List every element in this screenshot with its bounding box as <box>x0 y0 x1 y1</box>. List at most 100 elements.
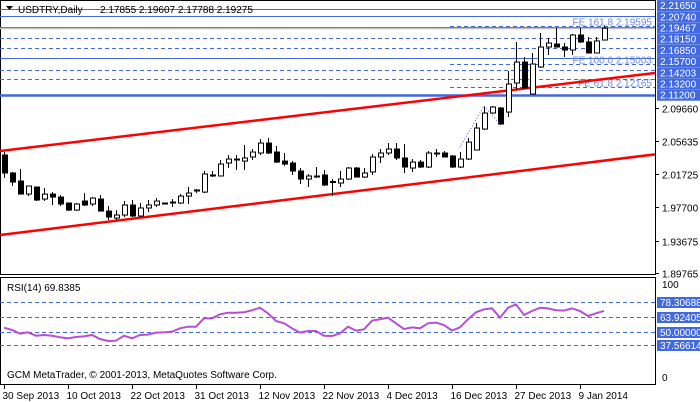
candle <box>274 146 280 164</box>
date-tick-label: 31 Oct 2013 <box>195 391 250 402</box>
level-price-label: 2.14203 <box>660 68 697 79</box>
candle <box>490 105 496 115</box>
date-tick-label: 9 Jan 2014 <box>579 391 629 402</box>
candle-body <box>546 42 552 48</box>
candle-body <box>122 204 128 216</box>
fibo-level-label: FE 100.0 2.15003 <box>572 56 652 67</box>
date-tick-label: 16 Dec 2013 <box>451 391 508 402</box>
candle-body <box>186 192 192 197</box>
candle <box>2 152 8 179</box>
date-tick-label: 27 Dec 2013 <box>515 391 572 402</box>
candle-body <box>538 46 544 68</box>
candle <box>34 186 40 202</box>
candle <box>210 171 216 178</box>
rsi-level-label: 37.56614 <box>660 341 700 352</box>
level-price-label: 2.13200 <box>660 80 697 91</box>
rsi-axis-label: 100 <box>662 280 679 291</box>
candle <box>522 56 528 89</box>
price-tick-label: 1.93675 <box>662 238 699 249</box>
price-channel[interactable] <box>0 71 656 237</box>
rsi-indicator: 78.30688 63.92405 50.00000 37.56614 100 0 <box>0 280 700 384</box>
candle <box>330 179 336 197</box>
rsi-axis-label: 0 <box>662 373 668 384</box>
main-chart-frame <box>0 0 656 275</box>
candle <box>18 169 24 195</box>
level-price-box <box>657 67 700 79</box>
candle-body <box>530 63 536 95</box>
candle <box>450 154 456 169</box>
candle-body <box>362 172 368 178</box>
candle-body <box>58 196 64 205</box>
candle <box>282 153 288 167</box>
candle <box>578 28 584 44</box>
candle <box>98 195 104 212</box>
candle-body <box>394 148 400 159</box>
candle-body <box>402 157 408 168</box>
level-price-box <box>657 78 700 90</box>
candle-body <box>586 41 592 54</box>
candle <box>106 206 112 221</box>
candle <box>266 137 272 155</box>
candle <box>178 194 184 205</box>
rsi-level-box <box>657 327 700 338</box>
candle <box>26 185 32 197</box>
candle-body <box>474 127 480 151</box>
candle <box>426 151 432 169</box>
fibo-level-label: FE 161.8 2.19595 <box>572 18 652 29</box>
candle <box>290 161 296 175</box>
candle <box>378 149 384 164</box>
candle <box>114 210 120 221</box>
price-tick-label: 2.01725 <box>662 171 699 182</box>
candle-body <box>434 152 440 155</box>
candle <box>170 199 176 207</box>
candle <box>498 106 504 125</box>
candle <box>194 189 200 194</box>
rsi-level-box <box>657 340 700 351</box>
fibo-expansion[interactable]: FE 161.8 2.19595 FE 100.0 2.15003 FE 61.8 … <box>450 18 655 90</box>
candle <box>42 188 48 202</box>
candle <box>298 168 304 185</box>
candle <box>202 171 208 194</box>
rsi-panel-frame <box>0 277 656 385</box>
fibo-level-label: FE 61.8 2.12165 <box>578 79 652 90</box>
candle-body <box>258 142 264 154</box>
candle <box>354 167 360 178</box>
price-tick-label: 1.89765 <box>662 270 699 281</box>
candle-body <box>466 141 472 160</box>
candle <box>410 159 416 172</box>
candle-body <box>322 174 328 186</box>
candle <box>338 171 344 188</box>
candle <box>538 33 544 69</box>
date-axis: 30 Sep 2013 10 Oct 2013 22 Oct 2013 31 Oct … <box>3 385 629 402</box>
candle-body <box>138 207 144 217</box>
candle-body <box>66 202 72 211</box>
level-price-box <box>657 33 700 45</box>
candle-body <box>386 148 392 154</box>
candle-body <box>578 34 584 43</box>
candle-body <box>498 107 504 125</box>
candle-body <box>354 167 360 178</box>
candle <box>482 105 488 131</box>
dropdown-triangle-icon[interactable] <box>6 6 13 10</box>
candle <box>130 200 136 218</box>
candle-body <box>130 204 136 217</box>
level-price-box <box>657 56 700 68</box>
candle-body <box>98 198 104 212</box>
level-price-label: 2.11200 <box>660 91 696 102</box>
candle-body <box>42 193 48 200</box>
candle-body <box>602 27 608 41</box>
candle-body <box>442 152 448 158</box>
candle <box>314 167 320 179</box>
channel-lower-line[interactable] <box>0 153 656 237</box>
candle-body <box>418 161 424 168</box>
candle <box>66 202 72 212</box>
date-tick-label: 22 Oct 2013 <box>131 391 186 402</box>
channel-upper-line[interactable] <box>0 71 656 153</box>
level-price-label: 2.19467 <box>660 24 697 35</box>
level-price-box <box>657 0 700 12</box>
candle-body <box>2 154 8 174</box>
candle <box>162 202 168 205</box>
candle <box>50 192 56 206</box>
candle-body <box>346 167 352 180</box>
